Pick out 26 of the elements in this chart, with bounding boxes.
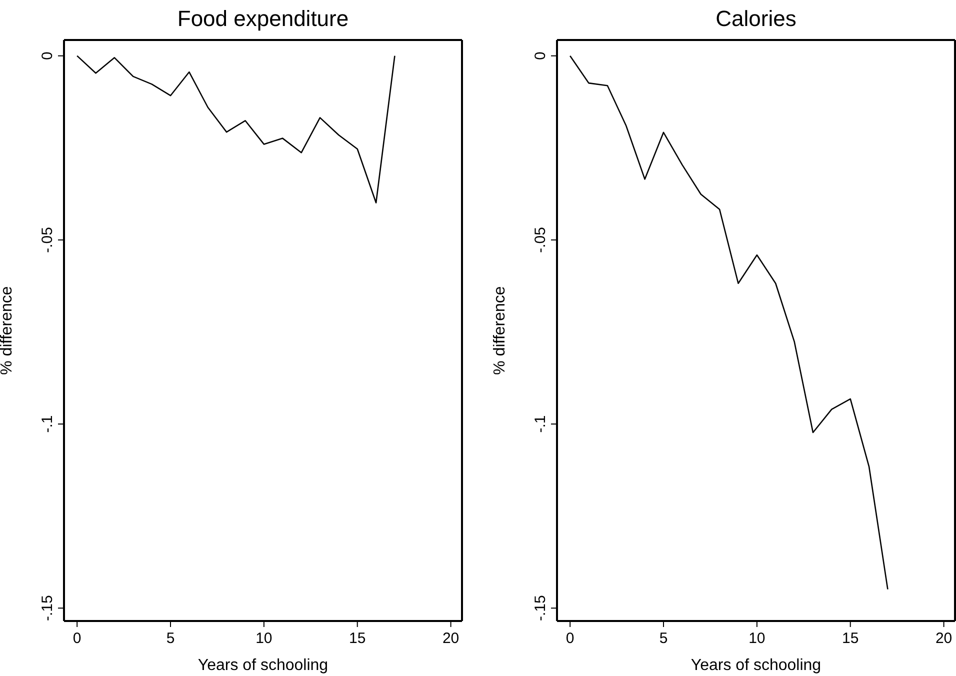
x-tick-label: 10 xyxy=(748,630,766,647)
y-axis-title: % difference xyxy=(0,286,16,375)
x-tick-label: 15 xyxy=(842,630,859,647)
x-tick-label: 5 xyxy=(659,630,668,647)
y-tick-label: 0 xyxy=(532,52,549,60)
y-tick-label: 0 xyxy=(39,52,56,60)
chart-title: Food expenditure xyxy=(176,6,350,32)
x-tick-label: 5 xyxy=(166,630,175,647)
line-series xyxy=(569,55,888,590)
x-tick-label: 0 xyxy=(566,630,574,647)
y-tick-label: -.1 xyxy=(532,415,549,433)
y-tick-label: -.05 xyxy=(39,226,56,253)
y-tick-label: -.15 xyxy=(532,595,549,622)
x-tick-label: 10 xyxy=(256,630,272,647)
y-tick-label: -.15 xyxy=(39,595,56,622)
y-tick-label: -.05 xyxy=(532,226,549,253)
x-tick-label: 20 xyxy=(935,630,952,647)
y-axis-title: % difference xyxy=(492,286,509,375)
y-tick-label: -.1 xyxy=(39,415,56,433)
x-axis-title: Years of schooling xyxy=(690,657,822,674)
x-tick-label: 20 xyxy=(442,630,460,647)
x-axis-title: Years of schooling xyxy=(198,657,328,674)
line-series xyxy=(76,55,396,204)
x-tick-label: 0 xyxy=(72,630,82,647)
x-tick-label: 15 xyxy=(349,630,366,647)
chart-title: Calories xyxy=(714,6,798,32)
